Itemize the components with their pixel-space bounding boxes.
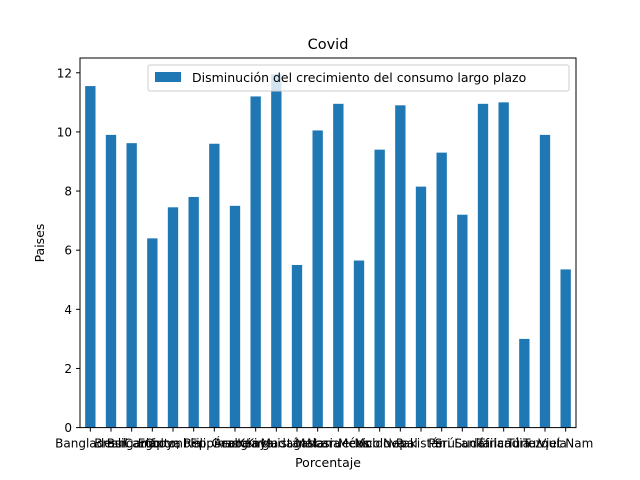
y-tick-label: 12 (57, 66, 72, 80)
x-tick-label: Perú (428, 437, 455, 451)
bar (126, 143, 137, 428)
chart-title: Covid (308, 37, 349, 53)
bar (312, 130, 323, 428)
bar (374, 149, 385, 428)
x-tick-label: Marruecos (307, 437, 370, 451)
bar (167, 207, 179, 428)
x-tick-label: Kirguistán (246, 437, 306, 451)
y-axis: 0 2 4 6 8 10 12 (57, 66, 80, 435)
x-tick-label: Túnez (506, 437, 541, 451)
y-tick-label: 6 (64, 244, 72, 258)
x-tick-label: Pakistán (396, 437, 446, 451)
x-tick-label: Viet Nam (538, 437, 593, 451)
bar (333, 103, 344, 428)
y-tick-label: 4 (64, 303, 72, 317)
bar (436, 152, 447, 428)
x-tick-label: Brasil (94, 437, 127, 451)
x-axis-label: Porcentaje (295, 455, 361, 470)
legend: Disminución del crecimiento del consumo … (147, 64, 570, 92)
x-axis: BangladeshBrasilBulgariaCamboyaColombiaE… (55, 427, 593, 451)
x-tick-label: Tailandia (476, 437, 530, 451)
x-tick-label: Malasia (295, 437, 340, 451)
x-tick-label: Nepal (383, 437, 418, 451)
bar (477, 103, 489, 428)
x-tick-label: Camboya (124, 437, 181, 451)
y-tick-label: 0 (64, 421, 72, 435)
bar (457, 214, 468, 428)
y-tick-label: 2 (64, 362, 72, 376)
x-tick-label: Madagascar (261, 437, 334, 451)
bar (415, 186, 427, 428)
bar (250, 96, 261, 428)
bar (147, 238, 158, 428)
bar (291, 264, 303, 428)
x-tick-label: Bangladesh (55, 437, 125, 451)
bar (395, 105, 406, 428)
legend-swatch (155, 72, 181, 82)
x-tick-label: Bulgaria (107, 437, 157, 451)
bars-group (85, 74, 571, 428)
bar (498, 102, 509, 428)
y-axis-label: Paises (32, 224, 47, 263)
y-tick-label: 10 (57, 125, 72, 139)
x-tick-label: Kenya (237, 437, 274, 451)
bar (209, 143, 220, 428)
x-tick-label: Sudáfrica (455, 437, 512, 451)
bar (85, 86, 96, 428)
x-tick-label: Sri Lanka (435, 437, 490, 451)
x-tick-label: Colombia (145, 437, 201, 451)
y-tick-label: 8 (64, 185, 72, 199)
bar (229, 205, 241, 428)
bar (560, 269, 571, 428)
x-tick-label: Filipinas (190, 437, 238, 451)
bar (539, 134, 551, 428)
legend-label: Disminución del crecimiento del consumo … (192, 70, 526, 85)
x-tick-label: Georgia (211, 437, 258, 451)
legend-box (147, 64, 570, 92)
bar (188, 196, 199, 428)
plot-frame (79, 57, 577, 429)
x-tick-label: Egipto, Rep. Árabe (138, 436, 250, 451)
x-tick-label: México (338, 437, 380, 451)
bar (519, 338, 530, 428)
x-tick-label: Turquía (522, 437, 567, 451)
x-tick-label: Moldova (354, 437, 404, 451)
bar (271, 74, 282, 428)
bar (353, 260, 365, 428)
bar (105, 134, 117, 428)
